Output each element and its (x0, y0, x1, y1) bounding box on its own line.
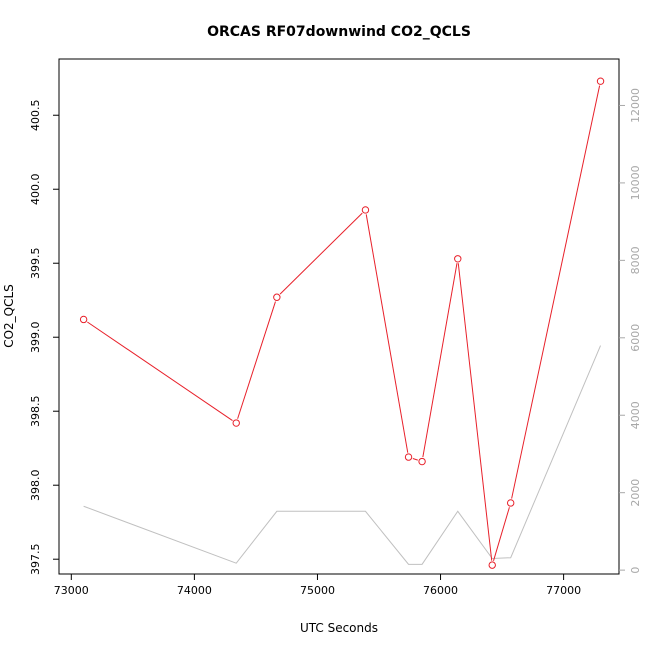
x-tick-label: 76000 (423, 584, 458, 597)
series-line-segment (237, 301, 276, 419)
series-line-segment (422, 263, 458, 458)
data-point (488, 561, 496, 569)
y2-tick-label: 10000 (629, 165, 642, 200)
y2-tick-label: 8000 (629, 246, 642, 274)
data-point (454, 255, 462, 263)
y-axis-label: CO2_QCLS (2, 284, 16, 348)
data-point (273, 293, 281, 301)
x-tick-label: 74000 (177, 584, 212, 597)
y-tick-label: 400.0 (29, 173, 42, 205)
series-line-segment (365, 214, 409, 453)
chart-title: ORCAS RF07downwind CO2_QCLS (207, 24, 471, 40)
y2-tick-label: 12000 (629, 88, 642, 123)
data-point (506, 499, 515, 507)
y-tick-label: 398.0 (29, 469, 42, 501)
y-tick-label: 399.5 (29, 247, 42, 279)
data-point (361, 206, 370, 214)
data-point (232, 419, 240, 427)
series-line-segment (493, 507, 510, 561)
x-tick-label: 75000 (300, 584, 335, 597)
series-line-segment (511, 85, 601, 499)
y2-tick-label: 6000 (629, 324, 642, 352)
x-axis-label: UTC Seconds (300, 621, 378, 635)
y-tick-label: 399.0 (29, 321, 42, 353)
y2-tick-label: 0 (629, 567, 642, 574)
series-line-secondary (83, 345, 601, 565)
y-tick-label: 400.5 (29, 99, 42, 130)
y-tick-label: 397.5 (29, 543, 42, 575)
plot-frame (58, 58, 620, 575)
x-axis: 73000 74000 75000 76000 77000 (54, 574, 581, 597)
data-point (404, 453, 413, 461)
data-point (596, 77, 605, 85)
y-axis-right: 0 2000 4000 6000 8000 10000 12000 (619, 88, 642, 574)
x-tick-label: 77000 (546, 584, 581, 597)
data-point (79, 315, 88, 324)
y2-tick-label: 4000 (629, 401, 642, 429)
series-line-segment (87, 321, 233, 421)
series-line-segment (279, 212, 363, 295)
series-line-segment (412, 458, 418, 461)
y2-tick-label: 2000 (629, 479, 642, 507)
y-axis-left: 397.5 398.0 398.5 399.0 399.5 400.0 400.5 (29, 99, 59, 575)
series-line-segment (457, 263, 493, 561)
x-tick-label: 73000 (54, 584, 89, 597)
y-tick-label: 398.5 (29, 395, 42, 427)
data-point (418, 457, 426, 466)
series-layer (79, 77, 605, 569)
